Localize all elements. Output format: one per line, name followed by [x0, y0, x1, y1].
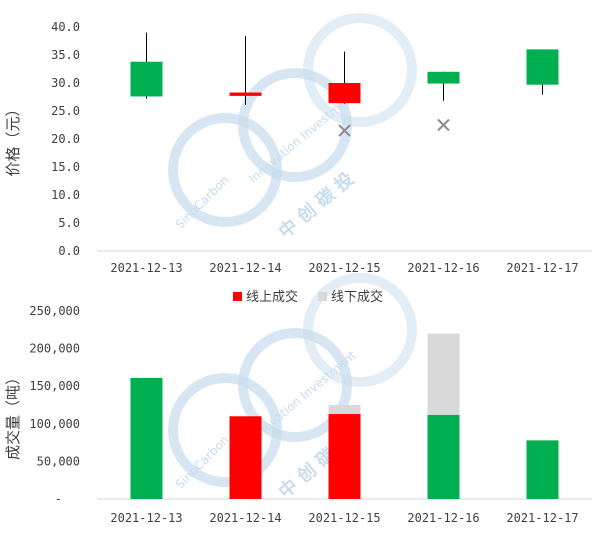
volume-ytick-label: 50,000 [37, 454, 80, 468]
volume-xtick-label: 2021-12-13 [110, 511, 182, 525]
watermark-top-ring-top [303, 13, 417, 127]
legend-label: 线下成交 [331, 289, 383, 305]
volume-legend: 线上成交 线下成交 [233, 289, 383, 305]
offline-volume-bar [427, 333, 460, 415]
legend-swatch [233, 292, 242, 301]
candle-body [130, 61, 163, 97]
volume-xtick-label: 2021-12-15 [308, 511, 380, 525]
volume-ytick-label: 150,000 [29, 379, 80, 393]
candle-body [229, 92, 262, 96]
volume-ytick-label: - [55, 492, 62, 506]
price-ytick-label: 15.0 [51, 160, 80, 174]
online-volume-bar [229, 416, 262, 499]
price-xtick-label: 2021-12-15 [308, 261, 380, 275]
price-xtick-label: 2021-12-16 [407, 261, 479, 275]
price-xtick-label: 2021-12-17 [506, 261, 578, 275]
volume-xtick-label: 2021-12-17 [506, 511, 578, 525]
price-ytick-label: 5.0 [58, 216, 80, 230]
candle-body [427, 71, 460, 84]
offline-marker-stroke [338, 124, 351, 137]
offline-volume-bar [328, 405, 361, 415]
price-ytick-label: 20.0 [51, 132, 80, 146]
offline-marker-stroke [437, 118, 450, 132]
online-volume-bar [427, 414, 460, 499]
price-xtick-label: 2021-12-14 [209, 261, 281, 275]
online-volume-bar [130, 377, 163, 499]
price-ytick-label: 10.0 [51, 188, 80, 202]
price-ytick-label: 40.0 [51, 20, 80, 34]
legend-label: 线上成交 [246, 289, 298, 305]
offline-price-marker [437, 118, 450, 132]
online-volume-bar [526, 440, 559, 499]
online-volume-bar [328, 414, 361, 499]
offline-price-marker [338, 124, 351, 137]
volume-axis-title: 成交量（吨） [4, 370, 22, 460]
volume-xtick-label: 2021-12-16 [407, 511, 479, 525]
volume-ytick-label: 100,000 [29, 417, 80, 431]
price-ytick-label: 0.0 [58, 244, 80, 258]
legend-swatch [318, 292, 327, 301]
volume-bar-chart: - 50,000 100,000 150,000 200,000 250,000 成交量（吨… [4, 289, 592, 525]
volume-ytick-label: 250,000 [29, 304, 80, 318]
candle-body [526, 49, 559, 85]
price-ytick-label: 25.0 [51, 104, 80, 118]
price-xtick-label: 2021-12-13 [110, 261, 182, 275]
price-axis-title: 价格（元） [4, 101, 22, 176]
price-candlestick-chart: 0.0 5.0 10.0 15.0 20.0 25.0 30.0 35.0 40.0 价格（元） 2… [4, 20, 592, 275]
watermark-bottom-ring-top [303, 273, 417, 387]
price-ytick-label: 35.0 [51, 48, 80, 62]
candle-body [328, 83, 361, 104]
price-ytick-label: 30.0 [51, 76, 80, 90]
volume-ytick-label: 200,000 [29, 342, 80, 356]
volume-xtick-label: 2021-12-14 [209, 511, 281, 525]
